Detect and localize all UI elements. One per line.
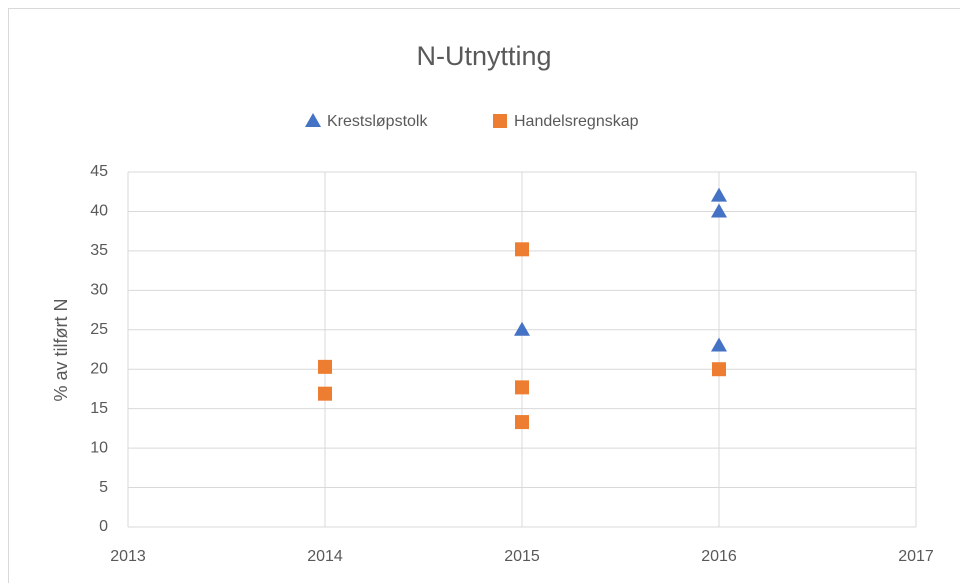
point [318, 359, 332, 374]
point [515, 380, 529, 395]
point [711, 337, 727, 352]
x-tick-label: 2017 [898, 548, 934, 565]
y-tick-label: 45 [90, 163, 108, 180]
legend-marker [305, 113, 321, 127]
y-tick-label: 5 [99, 479, 108, 496]
x-tick-label: 2015 [504, 548, 540, 565]
chart-title: N-Utnytting [416, 41, 551, 71]
x-tick-label: 2014 [307, 548, 343, 565]
y-tick-label: 20 [90, 360, 108, 377]
point [514, 321, 530, 336]
y-tick-label: 25 [90, 321, 108, 338]
y-tick-label: 40 [90, 203, 108, 220]
chart-frame [8, 8, 960, 583]
y-tick-label: 30 [90, 282, 108, 299]
legend-label: Handelsregnskap [514, 113, 639, 130]
point [712, 362, 726, 377]
y-axis-label: % av tilført N [51, 298, 71, 401]
y-tick-label: 15 [90, 400, 108, 417]
y-tick-label: 10 [90, 439, 108, 456]
legend-label: Krestsløpstolk [327, 113, 428, 130]
point [318, 386, 332, 401]
y-tick-label: 35 [90, 242, 108, 259]
y-tick-label: 0 [99, 518, 108, 535]
legend-marker [493, 114, 507, 128]
x-tick-label: 2013 [110, 548, 146, 565]
x-tick-label: 2016 [701, 548, 737, 565]
point [515, 242, 529, 257]
point [515, 415, 529, 430]
point [711, 203, 727, 218]
point [711, 187, 727, 202]
